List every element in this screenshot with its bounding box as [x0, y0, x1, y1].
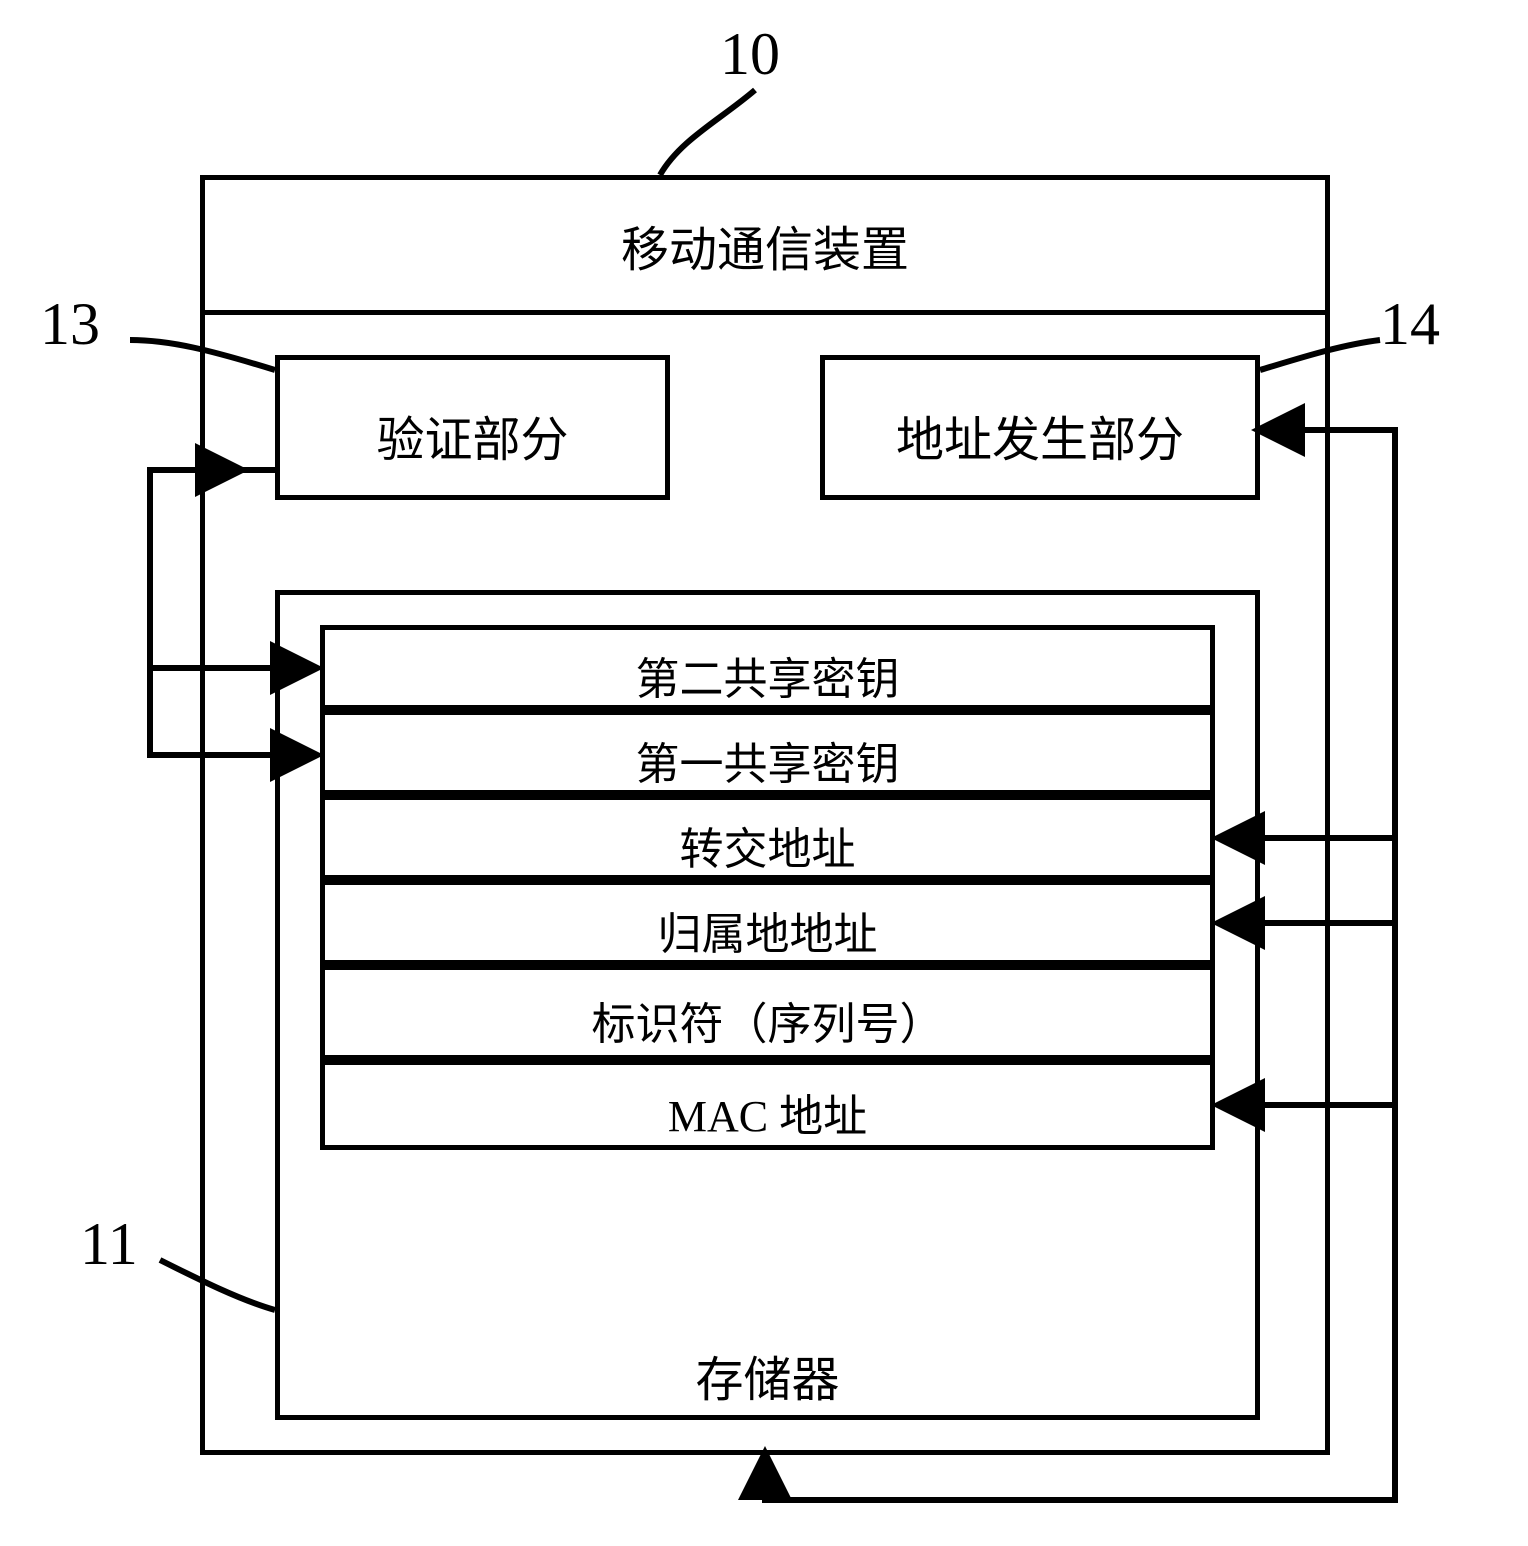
row-home-addr-label: 归属地地址	[320, 898, 1215, 962]
row-identifier-label: 标识符（序列号）	[320, 988, 1215, 1052]
ref-14: 14	[1380, 290, 1440, 359]
row-mac-label: MAC 地址	[320, 1080, 1215, 1144]
row-second-shared-key-label: 第二共享密钥	[320, 643, 1215, 707]
ref-13: 13	[40, 290, 100, 359]
device-title: 移动通信装置	[200, 210, 1330, 280]
memory-title: 存储器	[275, 1340, 1260, 1410]
address-gen-label: 地址发生部分	[820, 400, 1260, 470]
row-first-shared-key-label: 第一共享密钥	[320, 728, 1215, 792]
verify-label: 验证部分	[275, 400, 670, 470]
diagram-canvas: 移动通信装置 验证部分 地址发生部分 存储器 第二共享密钥 第一共享密钥 转交地…	[0, 0, 1528, 1546]
ref-10: 10	[720, 20, 780, 89]
ref-11: 11	[80, 1210, 138, 1279]
leader-10	[660, 90, 755, 175]
row-coa-label: 转交地址	[320, 813, 1215, 877]
